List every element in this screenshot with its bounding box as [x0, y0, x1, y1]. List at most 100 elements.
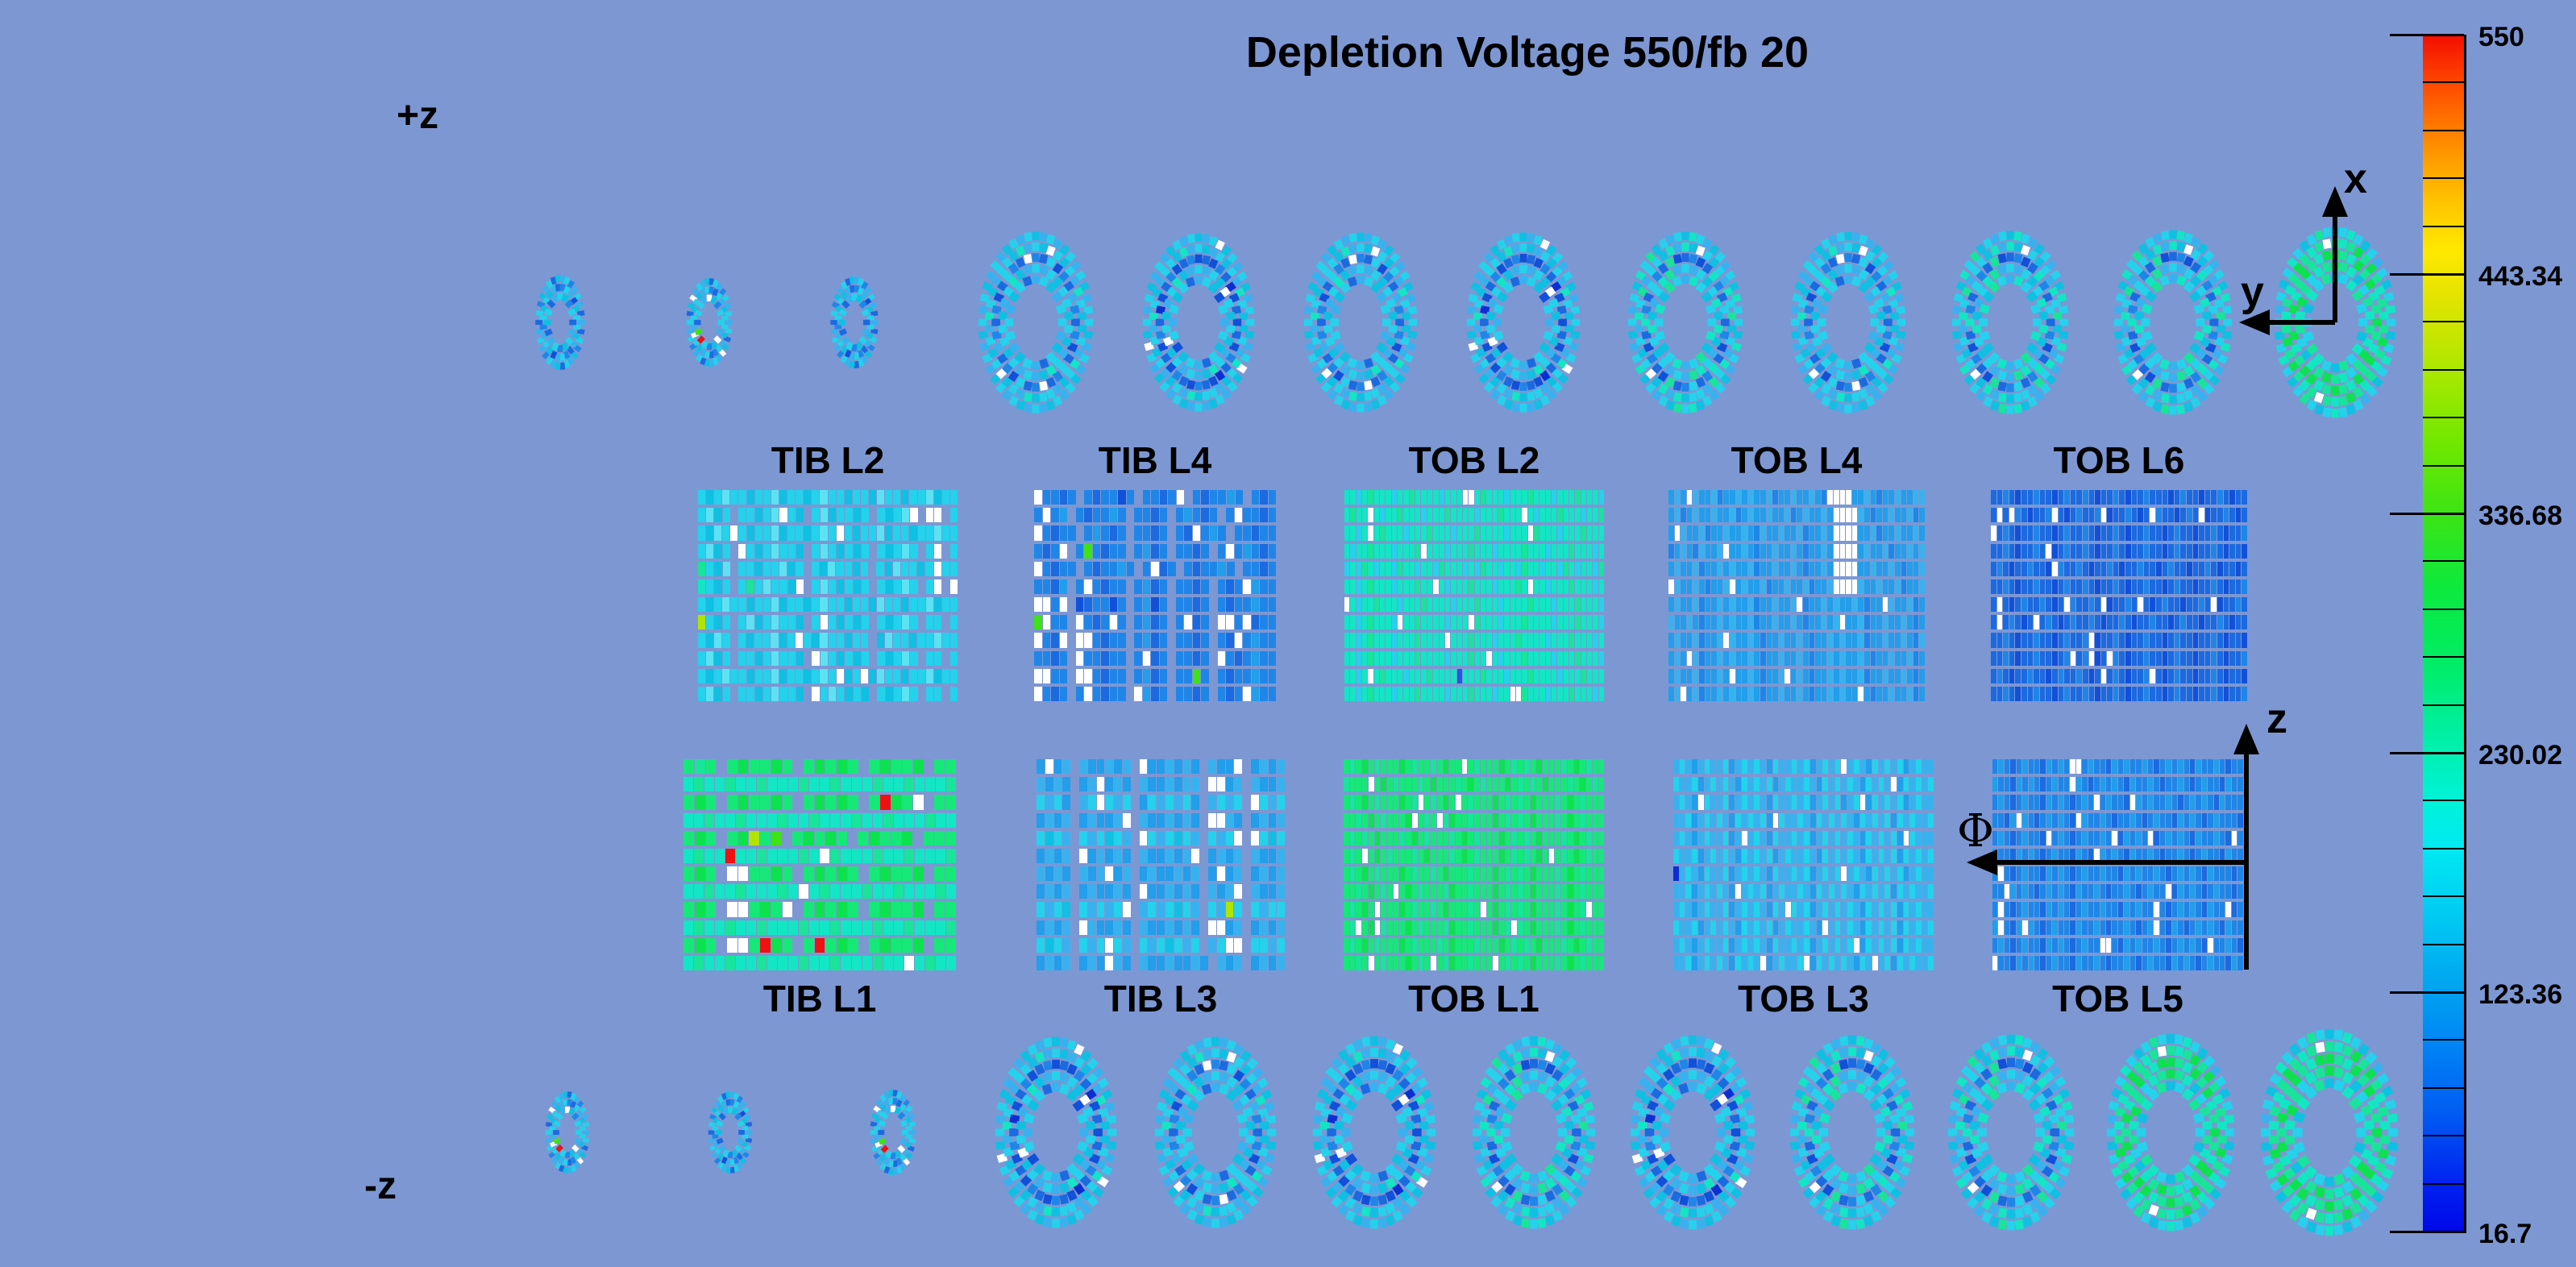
module-cell — [1226, 508, 1234, 523]
disk-module-cell — [2192, 1112, 2205, 1124]
disk-module-cell — [2183, 244, 2194, 255]
disk-module-cell — [559, 1165, 565, 1173]
disk-module-cell — [1013, 1194, 1025, 1207]
disk-module-cell — [1664, 281, 1676, 293]
module-cell — [1839, 561, 1846, 576]
module-cell — [844, 668, 852, 683]
disk-module-cell — [2148, 1204, 2159, 1216]
disk-module-cell — [712, 1126, 719, 1132]
disk-module-cell — [2325, 1066, 2334, 1076]
disk-module-cell — [1023, 264, 1033, 276]
disk-module-cell — [1502, 363, 1514, 376]
disk-module-cell — [1232, 1153, 1244, 1165]
disk-module-cell — [1504, 1210, 1516, 1222]
disk-module-cell — [708, 286, 714, 294]
module-cell — [812, 686, 820, 702]
disk-module-cell — [2147, 1178, 2160, 1191]
disk-module-cell — [1671, 1050, 1682, 1062]
disk-module-cell — [2359, 239, 2371, 252]
disk-module-cell — [2288, 1194, 2302, 1207]
module-cell — [949, 686, 958, 702]
disk-module-cell — [1829, 1163, 1842, 1177]
disk-module-cell — [2325, 1053, 2334, 1064]
module-cell — [1451, 650, 1456, 666]
module-cell — [1593, 668, 1598, 683]
disk-module-cell — [1066, 1202, 1078, 1214]
module-cell — [1068, 687, 1075, 701]
disk-module-cell — [1678, 1070, 1689, 1082]
module-cell — [731, 633, 737, 647]
disk-module-cell — [558, 1157, 565, 1165]
disk-module-cell — [2127, 318, 2137, 326]
disk-module-cell — [1015, 256, 1026, 268]
disk-module-cell — [1814, 243, 1826, 255]
disk-module-cell — [2176, 393, 2186, 404]
module-cell — [1486, 686, 1492, 702]
disk-module-cell — [1544, 1163, 1557, 1176]
disk-module-cell — [2366, 384, 2378, 397]
disk-module-cell — [1370, 269, 1381, 281]
disk-module-cell — [2152, 389, 2163, 401]
module-cell — [746, 668, 754, 683]
module-cell — [754, 525, 762, 541]
module-cell — [812, 650, 820, 666]
disk-module-cell — [1026, 1182, 1039, 1195]
disk-module-cell — [2306, 246, 2317, 259]
disk-module-cell — [1348, 369, 1358, 380]
disk-module-cell — [2042, 1056, 2055, 1069]
disk-module-cell — [2363, 1135, 2374, 1145]
disk-module-cell — [1015, 268, 1026, 280]
disk-module-cell — [2306, 399, 2317, 411]
disk-module-cell — [1363, 369, 1373, 380]
module-cell — [1168, 651, 1175, 666]
module-cell — [1251, 543, 1260, 559]
module-cell — [885, 650, 893, 666]
disk-module-cell — [1848, 1035, 1856, 1045]
panel-tib-l4 — [1034, 490, 1277, 702]
module-cell — [1907, 561, 1913, 576]
disk-module-cell — [1236, 1112, 1249, 1124]
disk-module-cell — [1490, 1195, 1503, 1208]
module-cell — [787, 543, 796, 559]
disk-module-cell — [2033, 256, 2045, 268]
disk-module-cell — [1710, 1211, 1722, 1223]
module-cell — [868, 525, 877, 541]
module-cell — [1217, 615, 1226, 630]
module-cell — [1243, 686, 1251, 702]
disk-module-cell — [1564, 324, 1574, 333]
module-cell — [1785, 597, 1790, 613]
disk-module-cell — [1979, 318, 1988, 326]
disk-module-cell — [2331, 374, 2339, 384]
disk-module-cell — [1179, 1063, 1191, 1076]
disk-module-cell — [1383, 376, 1394, 388]
disk-module-cell — [995, 382, 1007, 393]
module-cell — [919, 508, 925, 522]
module-cell — [1569, 543, 1575, 559]
module-cell — [1380, 633, 1386, 648]
module-cell — [1851, 615, 1858, 630]
minus-z-label: -z — [364, 1165, 397, 1207]
disk-module-cell — [1851, 254, 1861, 264]
disk-module-cell — [1106, 1115, 1117, 1124]
disk-module-cell — [718, 1144, 726, 1153]
disk-module-cell — [1052, 1036, 1060, 1046]
disk-module-cell — [1032, 242, 1040, 251]
disk-module-cell — [570, 1092, 576, 1100]
module-cell — [1356, 686, 1362, 702]
disk-module-cell — [1797, 1121, 1807, 1130]
module-cell — [820, 615, 828, 630]
disk-module-cell — [2160, 252, 2170, 264]
disk-module-cell — [1830, 1038, 1842, 1049]
module-cell — [1226, 686, 1234, 702]
disk-module-cell — [1032, 264, 1040, 273]
module-cell — [1118, 615, 1126, 630]
module-cell — [1210, 597, 1217, 612]
endcap-disk — [1789, 1035, 1915, 1230]
disk-module-cell — [1973, 1048, 1986, 1061]
module-cell — [804, 525, 812, 541]
disk-module-cell — [1681, 372, 1689, 381]
module-cell — [1894, 543, 1901, 559]
module-cell — [1356, 633, 1362, 648]
module-cell — [1217, 633, 1226, 648]
module-cell — [1785, 490, 1790, 505]
